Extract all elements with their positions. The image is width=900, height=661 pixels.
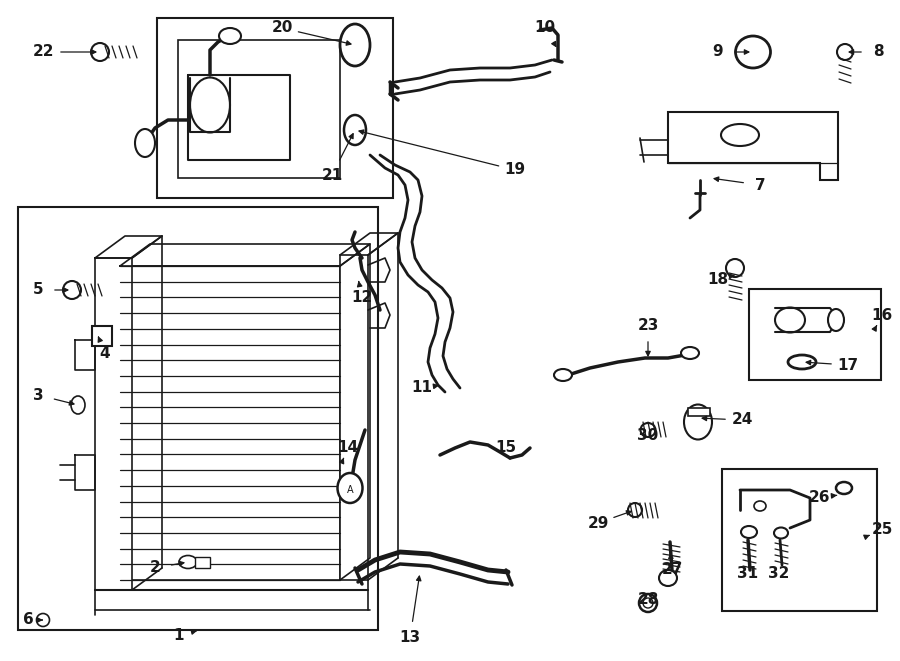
Bar [688,408,710,416]
Polygon shape [668,112,838,180]
Ellipse shape [628,503,642,517]
Text: 1: 1 [174,627,184,642]
Ellipse shape [179,555,197,568]
Ellipse shape [219,28,241,44]
Ellipse shape [643,598,653,608]
Text: 13: 13 [400,631,420,646]
Text: 17: 17 [837,358,859,373]
Ellipse shape [338,473,363,503]
Ellipse shape [554,369,572,381]
Text: 20: 20 [271,20,292,36]
Bar [18,207,378,630]
Bar [340,255,368,580]
Text: 16: 16 [871,309,893,323]
Bar [178,40,340,178]
Text: 3: 3 [32,387,43,403]
Ellipse shape [837,44,853,60]
Text: 6: 6 [22,613,33,627]
Text: 22: 22 [33,44,55,59]
Ellipse shape [659,570,677,586]
Text: 9: 9 [713,44,724,59]
Bar [722,469,877,611]
Ellipse shape [836,482,852,494]
Bar [120,266,340,580]
Ellipse shape [684,405,712,440]
Text: 25: 25 [871,522,893,537]
Text: 12: 12 [351,290,373,305]
Text: 14: 14 [338,440,358,455]
Ellipse shape [641,423,655,437]
Text: 10: 10 [535,20,555,36]
Text: 24: 24 [732,412,752,428]
Text: 32: 32 [769,566,789,582]
Text: 29: 29 [588,516,608,531]
Ellipse shape [741,526,757,538]
Ellipse shape [639,594,657,612]
Text: 15: 15 [495,440,517,455]
Text: 21: 21 [321,167,343,182]
Text: 18: 18 [707,272,729,286]
Text: 26: 26 [809,490,831,504]
Text: 2: 2 [149,561,160,576]
Text: 28: 28 [637,592,659,607]
Ellipse shape [340,24,370,66]
Bar [92,326,112,346]
Text: 19: 19 [504,163,526,178]
Text: 7: 7 [755,178,765,192]
Ellipse shape [726,259,744,277]
Text: 11: 11 [411,381,433,395]
Bar [749,289,881,380]
Ellipse shape [190,77,230,132]
Ellipse shape [37,613,50,627]
Ellipse shape [828,309,844,331]
Text: 30: 30 [637,428,659,444]
Ellipse shape [788,355,816,369]
Text: 4: 4 [100,346,111,360]
Ellipse shape [774,527,788,539]
Ellipse shape [775,307,805,332]
Bar [95,258,132,590]
Ellipse shape [63,281,81,299]
Ellipse shape [735,36,770,68]
Text: 27: 27 [662,563,683,578]
Ellipse shape [681,347,699,359]
Ellipse shape [344,115,366,145]
Ellipse shape [135,129,155,157]
Bar [195,557,210,568]
Text: 23: 23 [637,317,659,332]
Text: A: A [346,485,354,495]
Ellipse shape [71,396,85,414]
Bar [157,18,393,198]
Ellipse shape [721,124,759,146]
Text: 8: 8 [873,44,883,59]
Text: 31: 31 [737,566,759,582]
Ellipse shape [754,501,766,511]
Ellipse shape [91,43,109,61]
Text: 5: 5 [32,282,43,297]
